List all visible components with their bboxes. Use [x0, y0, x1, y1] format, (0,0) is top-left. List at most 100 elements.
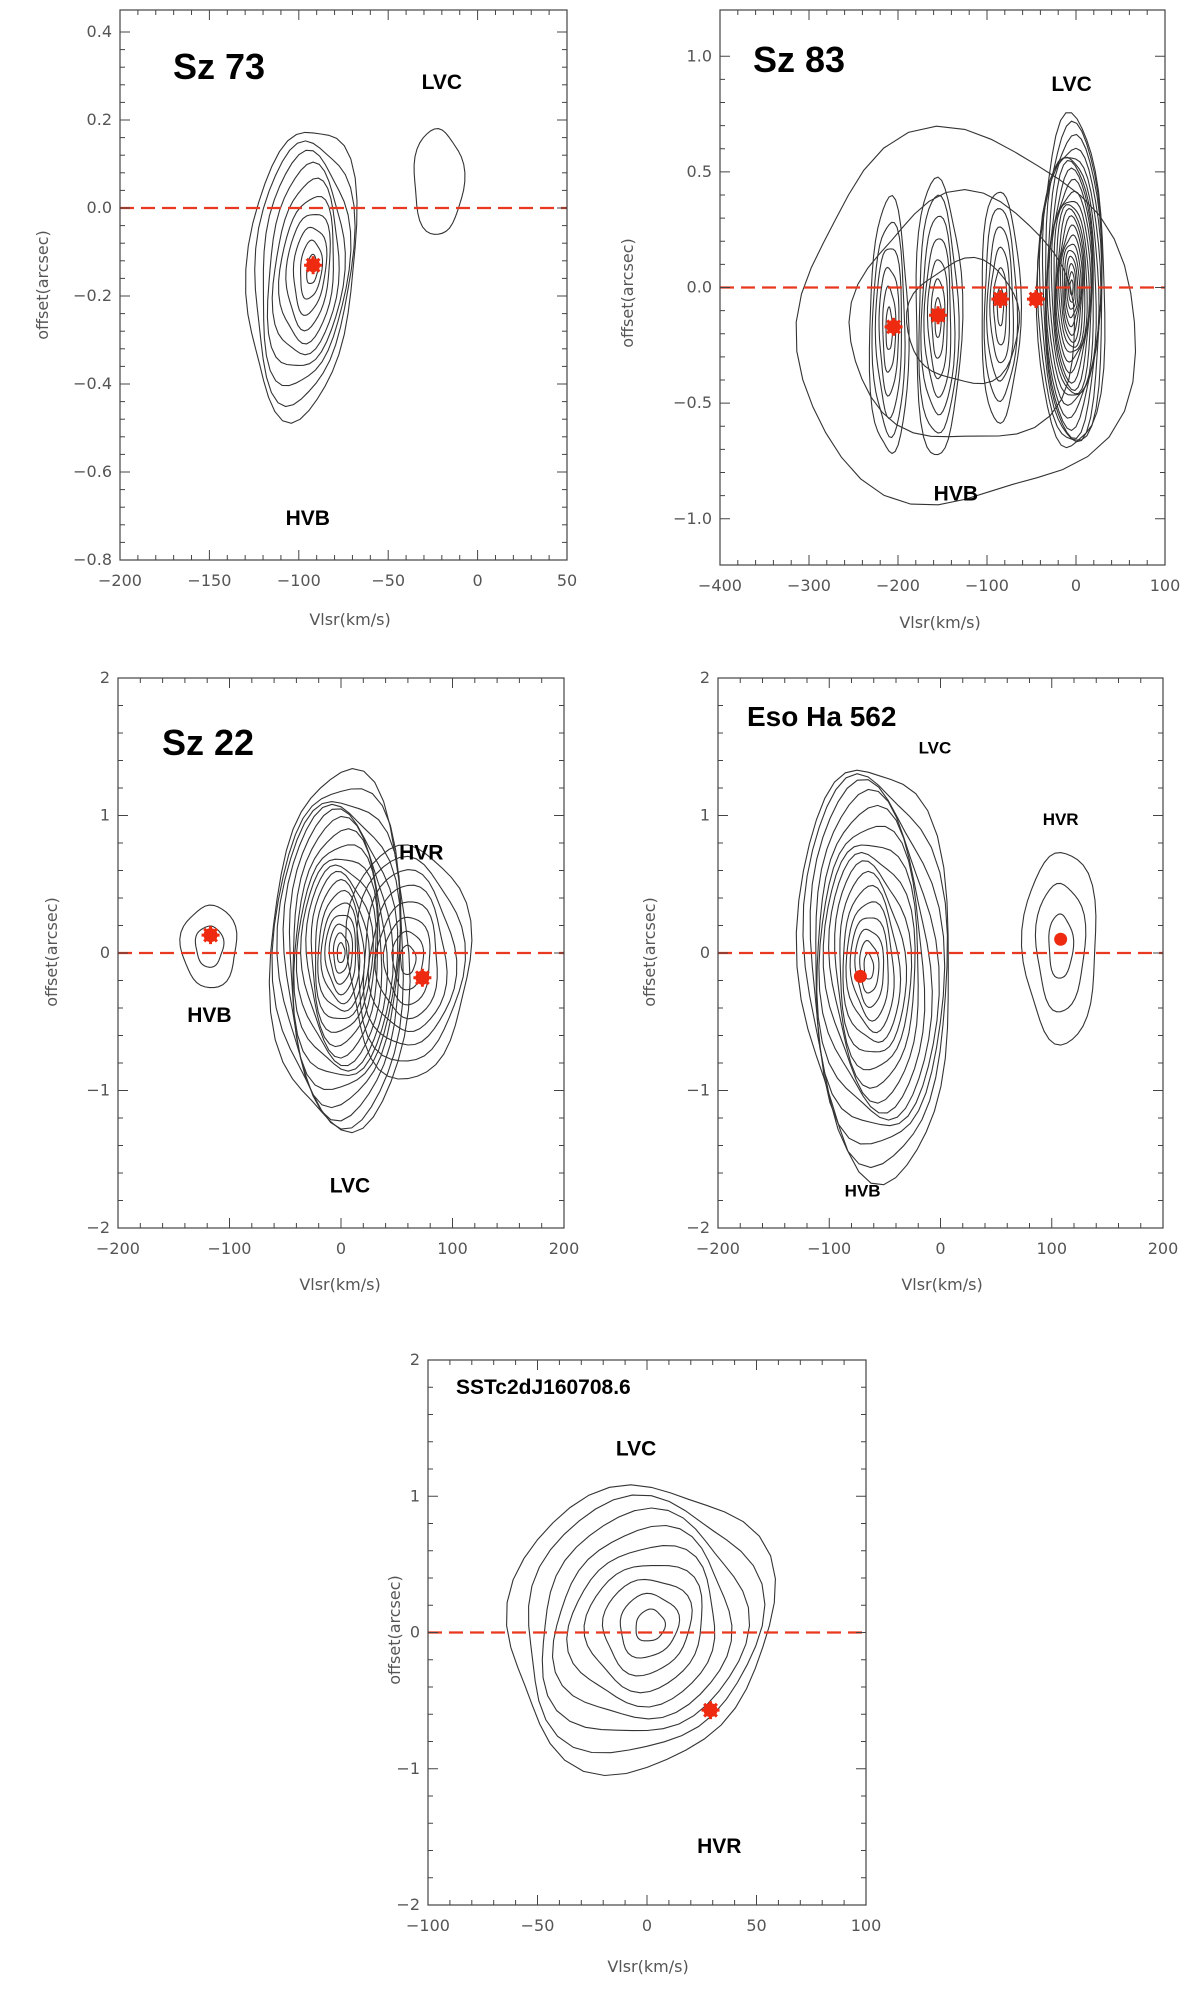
panel-esoha562-contours: [795, 769, 1097, 1186]
panel-sstc2dj160708-ytick-label: −1: [396, 1759, 420, 1778]
panel-esoha562-xtick-label: 100: [1036, 1239, 1067, 1258]
panel-sz83-contour-line: [885, 306, 894, 350]
panel-sz22-lvc-label: LVC: [330, 1174, 370, 1197]
panel-sz22-hvb-label: HVB: [187, 1004, 231, 1027]
panel-sstc2dj160708-contour-line: [619, 1592, 681, 1659]
panel-sz22-hvr-label: HVR: [399, 842, 443, 865]
panel-sz83-xtick-label: −200: [876, 576, 920, 595]
panel-sstc2dj160708-xtick-label: −50: [521, 1916, 555, 1935]
panel-sstc2dj160708-xtick-label: 50: [746, 1916, 766, 1935]
panel-sz22-contours: [179, 768, 473, 1134]
panel-sz83-contour-line: [871, 221, 906, 439]
panel-sz22-contour-line: [324, 914, 357, 996]
panel-sz83-contour-line: [989, 246, 1011, 364]
panel-esoha562-contour-line: [818, 825, 926, 1114]
panel-sz73-hvb-label: HVB: [286, 507, 330, 530]
panel-sstc2dj160708-contour-line: [506, 1484, 776, 1777]
panel-sstc2dj160708-lvc-label: LVC: [616, 1437, 656, 1460]
panel-esoha562-ytick-label: 1: [700, 806, 710, 825]
panel-sstc2dj160708-title: SSTc2dJ160708.6: [456, 1376, 631, 1399]
panel-sz73-contour-line: [266, 161, 346, 366]
panel-esoha562-title: Eso Ha 562: [747, 701, 896, 732]
panel-sz73-ytick-label: 0.0: [87, 198, 112, 217]
panel-esoha562-ytick-label: 2: [700, 668, 710, 687]
panel-sz73-title: Sz 73: [173, 46, 265, 87]
panel-sz83-contour-line: [1050, 190, 1093, 392]
panel-sz73-contour-line: [292, 226, 328, 316]
panel-sstc2dj160708-contour-line: [601, 1578, 693, 1677]
panel-sz83-ylabel: offset(arcsec): [618, 238, 637, 348]
panel-sz73-ytick-label: −0.6: [73, 462, 112, 481]
panel-sstc2dj160708-ytick-label: 2: [410, 1350, 420, 1369]
panel-esoha562: −200 −100 0 100 200 −2 −1 0 1 2 Eso Ha 562 LVC HV…: [640, 668, 1178, 1294]
panel-esoha562-contour-line: [845, 901, 895, 1034]
panel-sz22-ytick-label: 2: [100, 668, 110, 687]
panel-esoha562-ytick-label: 0: [700, 943, 710, 962]
panel-sz83-xtick-label: 100: [1150, 576, 1181, 595]
panel-sz83-contour-line: [915, 176, 964, 456]
panel-sz73-xtick-label: −50: [371, 571, 405, 590]
panel-sstc2dj160708-xlabel: Vlsr(km/s): [607, 1957, 688, 1976]
panel-sstc2dj160708-ytick-label: −2: [396, 1895, 420, 1914]
panel-sz83-contour-line: [906, 256, 1020, 385]
panel-sz73-contour-line: [271, 177, 340, 356]
panel-sstc2dj160708-ticks: −100 −50 0 50 100 −2 −1 0 1 2: [396, 1350, 881, 1935]
panel-sz73-ytick-label: −0.8: [73, 550, 112, 569]
panel-sz22-contour-line: [300, 858, 379, 1059]
panel-sz73-xlabel: Vlsr(km/s): [309, 610, 390, 629]
panel-sz73-ticks: −200 −150 −100 −50 0 50 −0.8 −0.6 −0.4 −0.2 0.0 0.2…: [73, 10, 577, 590]
panel-sstc2dj160708-contour-line: [566, 1545, 716, 1708]
panel-sz83-contour-line: [992, 267, 1008, 346]
panel-sz73: −200 −150 −100 −50 0 50 −0.8 −0.6 −0.4 −0.2 0.0 0.2…: [33, 9, 577, 629]
panel-sz22-contour-line: [305, 864, 377, 1048]
panel-sz22-peak-marker: [201, 926, 220, 945]
panel-esoha562-ticks: −200 −100 0 100 200 −2 −1 0 1 2: [686, 668, 1178, 1258]
panel-sz22-ytick-label: −2: [86, 1218, 110, 1237]
panel-sz73-xtick-label: −200: [98, 571, 142, 590]
panel-esoha562-contour-line: [1020, 852, 1097, 1046]
panel-esoha562-ytick-label: −2: [686, 1218, 710, 1237]
panel-sz22-contour-line: [179, 904, 238, 989]
panel-sz73-ytick-label: 0.4: [87, 22, 112, 41]
panel-sz83-contours: [795, 112, 1137, 506]
panel-sz22-peak-marker: [413, 968, 432, 987]
panel-sz22-xtick-label: 0: [336, 1239, 346, 1258]
panel-esoha562-contour-line: [815, 788, 940, 1127]
panel-sz73-ylabel: offset(arcsec): [33, 230, 52, 340]
panel-sz22-xtick-label: 100: [437, 1239, 468, 1258]
panel-sz22-xtick-label: 200: [549, 1239, 580, 1258]
panel-esoha562-xlabel: Vlsr(km/s): [901, 1275, 982, 1294]
panel-esoha562-contour-line: [839, 870, 908, 1053]
panel-sz22-contour-line: [399, 944, 417, 975]
panel-esoha562-lvc-label: LVC: [919, 739, 952, 758]
panel-sz73-contours: [245, 128, 466, 424]
panel-esoha562-contour-line: [1048, 913, 1075, 979]
panel-sz83-contour-line: [918, 194, 960, 434]
panel-esoha562-contour-line: [1034, 882, 1087, 1013]
panel-sz83-xtick-label: −300: [787, 576, 831, 595]
panel-sz22-contour-line: [345, 844, 473, 1080]
panel-sz22-contour-line: [374, 901, 438, 1020]
panel-esoha562-contour-line: [822, 844, 919, 1104]
panel-sz73-frame: [119, 9, 568, 561]
panel-sz83-peak-marker: [929, 306, 948, 325]
panel-sz73-contour-line: [245, 131, 358, 424]
panel-sstc2dj160708-contour-line: [551, 1524, 733, 1720]
panel-sz73-ytick-label: 0.2: [87, 110, 112, 129]
panel-esoha562-peaks: [853, 932, 1068, 983]
panel-sz22: −200 −100 0 100 200 −2 −1 0 1 2 Sz 22 HVR HVB LVC…: [42, 668, 579, 1294]
panel-esoha562-peak-marker: [853, 969, 867, 983]
panel-sz73-xtick-label: −100: [277, 571, 321, 590]
panel-sz73-peaks: [304, 256, 323, 275]
panel-sz22-contour-line: [362, 869, 458, 1046]
panel-sz22-xtick-label: −200: [96, 1239, 140, 1258]
panel-sz73-contour-line: [300, 239, 324, 300]
panel-sstc2dj160708-contour-line: [635, 1608, 666, 1642]
panel-sz22-xtick-label: −100: [208, 1239, 252, 1258]
panel-esoha562-contour-line: [795, 769, 949, 1186]
panel-sz83-ytick-label: 0.5: [687, 162, 712, 181]
panel-esoha562-contour-line: [854, 928, 885, 1008]
panel-sz83-contour-line: [1054, 204, 1090, 374]
panel-sz22-ylabel: offset(arcsec): [42, 897, 61, 1007]
panel-sz83-contour-line: [923, 238, 952, 399]
